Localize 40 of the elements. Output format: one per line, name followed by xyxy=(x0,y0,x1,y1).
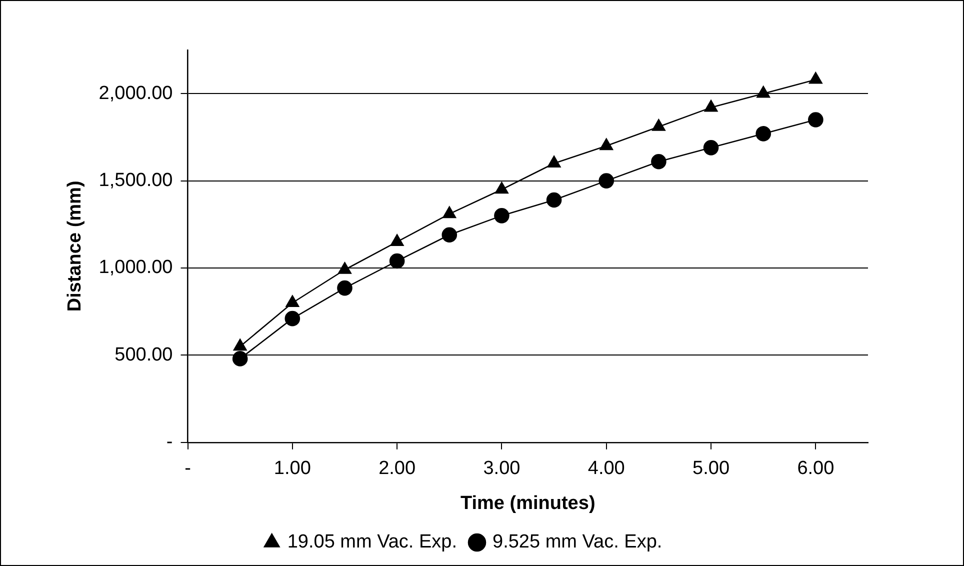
y-tick-label: - xyxy=(166,432,173,453)
point xyxy=(390,234,404,246)
point xyxy=(756,126,771,142)
point xyxy=(337,280,352,296)
legend-label: 19.05 mm Vac. Exp. xyxy=(287,532,458,553)
y-tick-label: 2,000.00 xyxy=(98,82,173,104)
point xyxy=(756,86,770,98)
x-tick-label: 1.00 xyxy=(274,458,311,480)
point xyxy=(389,253,405,269)
point xyxy=(598,173,614,188)
point xyxy=(546,192,562,208)
point xyxy=(547,156,561,168)
point xyxy=(284,310,300,326)
point xyxy=(704,100,718,112)
point xyxy=(442,227,458,243)
point xyxy=(232,351,248,366)
point xyxy=(703,140,719,156)
point xyxy=(808,72,822,84)
point xyxy=(286,295,300,308)
point xyxy=(338,262,352,274)
point xyxy=(495,182,508,194)
legend-label: 9.525 mm Vac. Exp. xyxy=(492,532,662,553)
y-tick-label: 1,000.00 xyxy=(98,257,173,278)
point xyxy=(494,208,510,224)
x-tick-label: 5.00 xyxy=(692,458,730,480)
x-axis-title: Time (minutes) xyxy=(460,492,596,514)
y-tick-label: 1,500.00 xyxy=(98,170,173,192)
point xyxy=(651,154,666,170)
y-tick-label: 500.00 xyxy=(114,344,173,366)
point xyxy=(233,338,247,351)
point xyxy=(442,206,456,218)
x-tick-label: - xyxy=(184,458,191,480)
x-tick-label: 3.00 xyxy=(483,458,520,480)
y-axis-title: Distance (mm) xyxy=(64,180,86,312)
x-tick-label: 2.00 xyxy=(378,458,416,480)
point xyxy=(808,112,824,128)
point xyxy=(600,138,614,150)
point xyxy=(652,119,666,131)
x-tick-label: 4.00 xyxy=(588,458,625,480)
x-tick-label: 6.00 xyxy=(797,458,834,480)
